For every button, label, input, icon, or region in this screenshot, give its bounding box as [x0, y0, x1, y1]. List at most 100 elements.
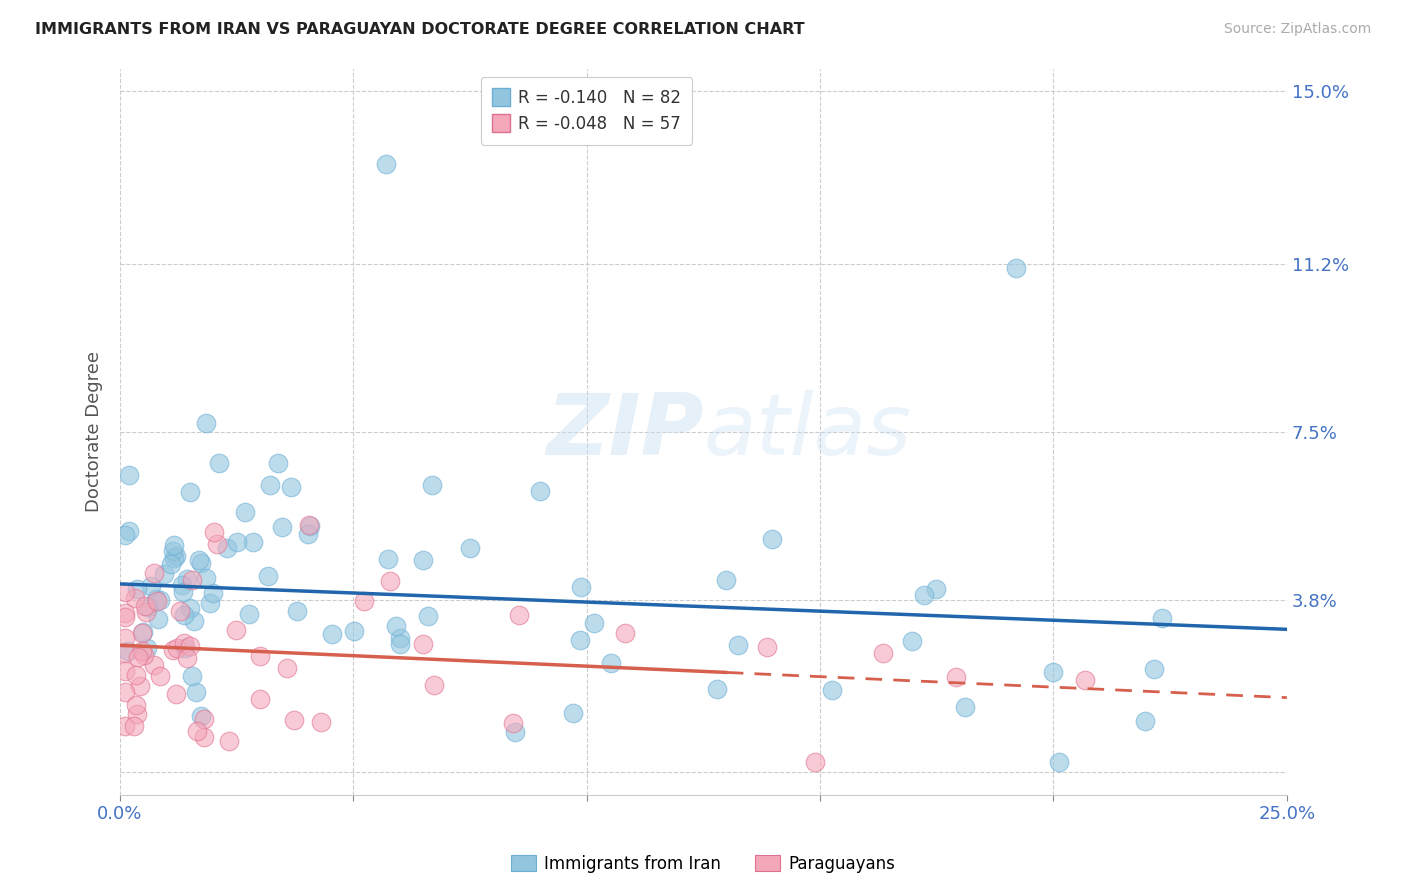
Point: [173, 636, 195, 650]
Point: [803, 755, 825, 769]
Point: [321, 626, 343, 640]
Point: [298, 519, 321, 533]
Point: [761, 533, 783, 547]
Point: [114, 647, 136, 661]
Point: [179, 639, 201, 653]
Point: [238, 607, 260, 621]
Point: [756, 640, 779, 654]
Point: [124, 591, 146, 605]
Point: [183, 614, 205, 628]
Point: [423, 677, 446, 691]
Point: [146, 612, 169, 626]
Point: [193, 730, 215, 744]
Point: [727, 638, 749, 652]
Point: [706, 681, 728, 696]
Point: [195, 571, 218, 585]
Point: [412, 637, 434, 651]
Point: [945, 670, 967, 684]
Point: [179, 600, 201, 615]
Point: [114, 684, 136, 698]
Point: [176, 650, 198, 665]
Text: atlas: atlas: [703, 391, 911, 474]
Point: [186, 724, 208, 739]
Point: [202, 524, 225, 539]
Point: [353, 594, 375, 608]
Point: [901, 634, 924, 648]
Point: [343, 624, 366, 638]
Point: [821, 682, 844, 697]
Point: [134, 599, 156, 613]
Point: [242, 534, 264, 549]
Point: [925, 582, 948, 597]
Point: [193, 713, 215, 727]
Point: [1005, 261, 1028, 276]
Point: [125, 706, 148, 721]
Point: [162, 543, 184, 558]
Point: [117, 644, 139, 658]
Y-axis label: Doctorate Degree: Doctorate Degree: [86, 351, 103, 512]
Point: [114, 664, 136, 678]
Point: [388, 637, 411, 651]
Point: [114, 584, 136, 599]
Point: [198, 596, 221, 610]
Point: [297, 527, 319, 541]
Text: IMMIGRANTS FROM IRAN VS PARAGUAYAN DOCTORATE DEGREE CORRELATION CHART: IMMIGRANTS FROM IRAN VS PARAGUAYAN DOCTO…: [35, 22, 804, 37]
Point: [190, 709, 212, 723]
Point: [131, 643, 153, 657]
Point: [266, 456, 288, 470]
Point: [190, 556, 212, 570]
Point: [420, 478, 443, 492]
Point: [159, 557, 181, 571]
Point: [1133, 714, 1156, 728]
Point: [285, 604, 308, 618]
Point: [583, 615, 606, 630]
Point: [145, 592, 167, 607]
Point: [1143, 662, 1166, 676]
Point: [114, 606, 136, 620]
Point: [122, 719, 145, 733]
Point: [114, 528, 136, 542]
Point: [389, 631, 412, 645]
Point: [508, 608, 530, 623]
Point: [173, 640, 195, 655]
Point: [143, 566, 166, 580]
Point: [226, 535, 249, 549]
Point: [1152, 611, 1174, 625]
Point: [172, 578, 194, 592]
Point: [124, 698, 146, 712]
Point: [165, 688, 187, 702]
Point: [207, 536, 229, 550]
Text: Source: ZipAtlas.com: Source: ZipAtlas.com: [1223, 22, 1371, 37]
Point: [569, 580, 592, 594]
Point: [1073, 673, 1095, 687]
Point: [162, 643, 184, 657]
Point: [135, 640, 157, 655]
Point: [416, 608, 439, 623]
Point: [135, 605, 157, 619]
Point: [714, 574, 737, 588]
Point: [114, 610, 136, 624]
Point: [458, 541, 481, 556]
Point: [259, 478, 281, 492]
Point: [165, 549, 187, 563]
Point: [503, 725, 526, 739]
Point: [912, 588, 935, 602]
Point: [298, 517, 321, 532]
Point: [249, 691, 271, 706]
Point: [276, 661, 298, 675]
Point: [201, 586, 224, 600]
Point: [114, 631, 136, 645]
Point: [187, 553, 209, 567]
Point: [128, 679, 150, 693]
Point: [180, 669, 202, 683]
Point: [1047, 756, 1070, 770]
Point: [139, 579, 162, 593]
Point: [145, 594, 167, 608]
Point: [569, 633, 592, 648]
Point: [215, 541, 238, 556]
Point: [163, 538, 186, 552]
Legend: Immigrants from Iran, Paraguayans: Immigrants from Iran, Paraguayans: [505, 848, 901, 880]
Point: [176, 572, 198, 586]
Point: [149, 668, 172, 682]
Point: [125, 582, 148, 596]
